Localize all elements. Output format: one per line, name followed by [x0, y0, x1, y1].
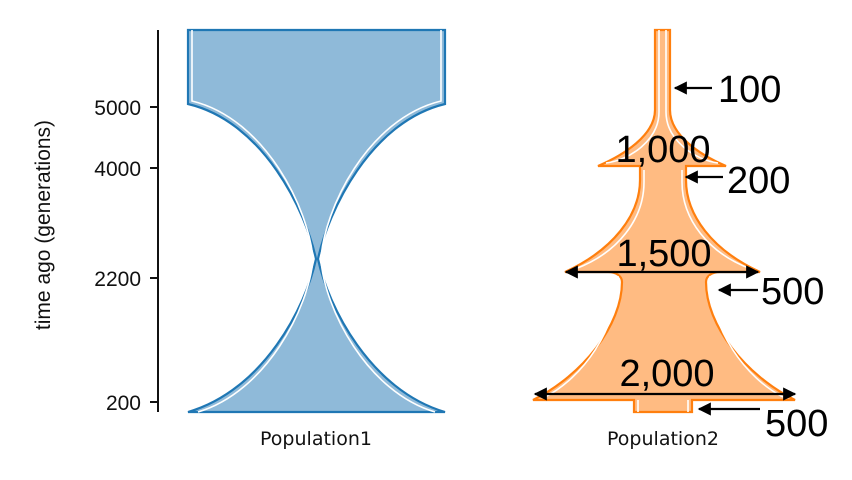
population1-label: Population1	[260, 428, 372, 450]
population1-body	[186, 28, 447, 414]
size-label-500-upper: 500	[761, 271, 824, 313]
population1-inner-outline	[191, 30, 442, 413]
size-label-100: 100	[718, 69, 781, 111]
y-axis: 5000 4000 2200 200 time ago (generations…	[32, 30, 159, 415]
pulse-label-2000: 2,000	[619, 353, 714, 395]
population2-inner-outline	[544, 30, 784, 412]
y-tick-label-5000: 5000	[94, 97, 141, 120]
y-tick-label-200: 200	[106, 392, 141, 415]
size-label-200: 200	[727, 160, 790, 202]
y-tick-label-2200: 2200	[94, 268, 141, 291]
y-tick-label-4000: 4000	[94, 158, 141, 181]
y-axis-title: time ago (generations)	[32, 120, 55, 330]
pulse-label-1500: 1,500	[616, 233, 711, 275]
pulse-arrows	[533, 265, 797, 401]
size-arrows	[673, 81, 760, 416]
population2-label: Population2	[607, 428, 719, 450]
size-label-500-lower: 500	[765, 403, 828, 445]
population1-shape	[186, 28, 447, 414]
pulse-label-1000: 1,000	[615, 129, 710, 171]
